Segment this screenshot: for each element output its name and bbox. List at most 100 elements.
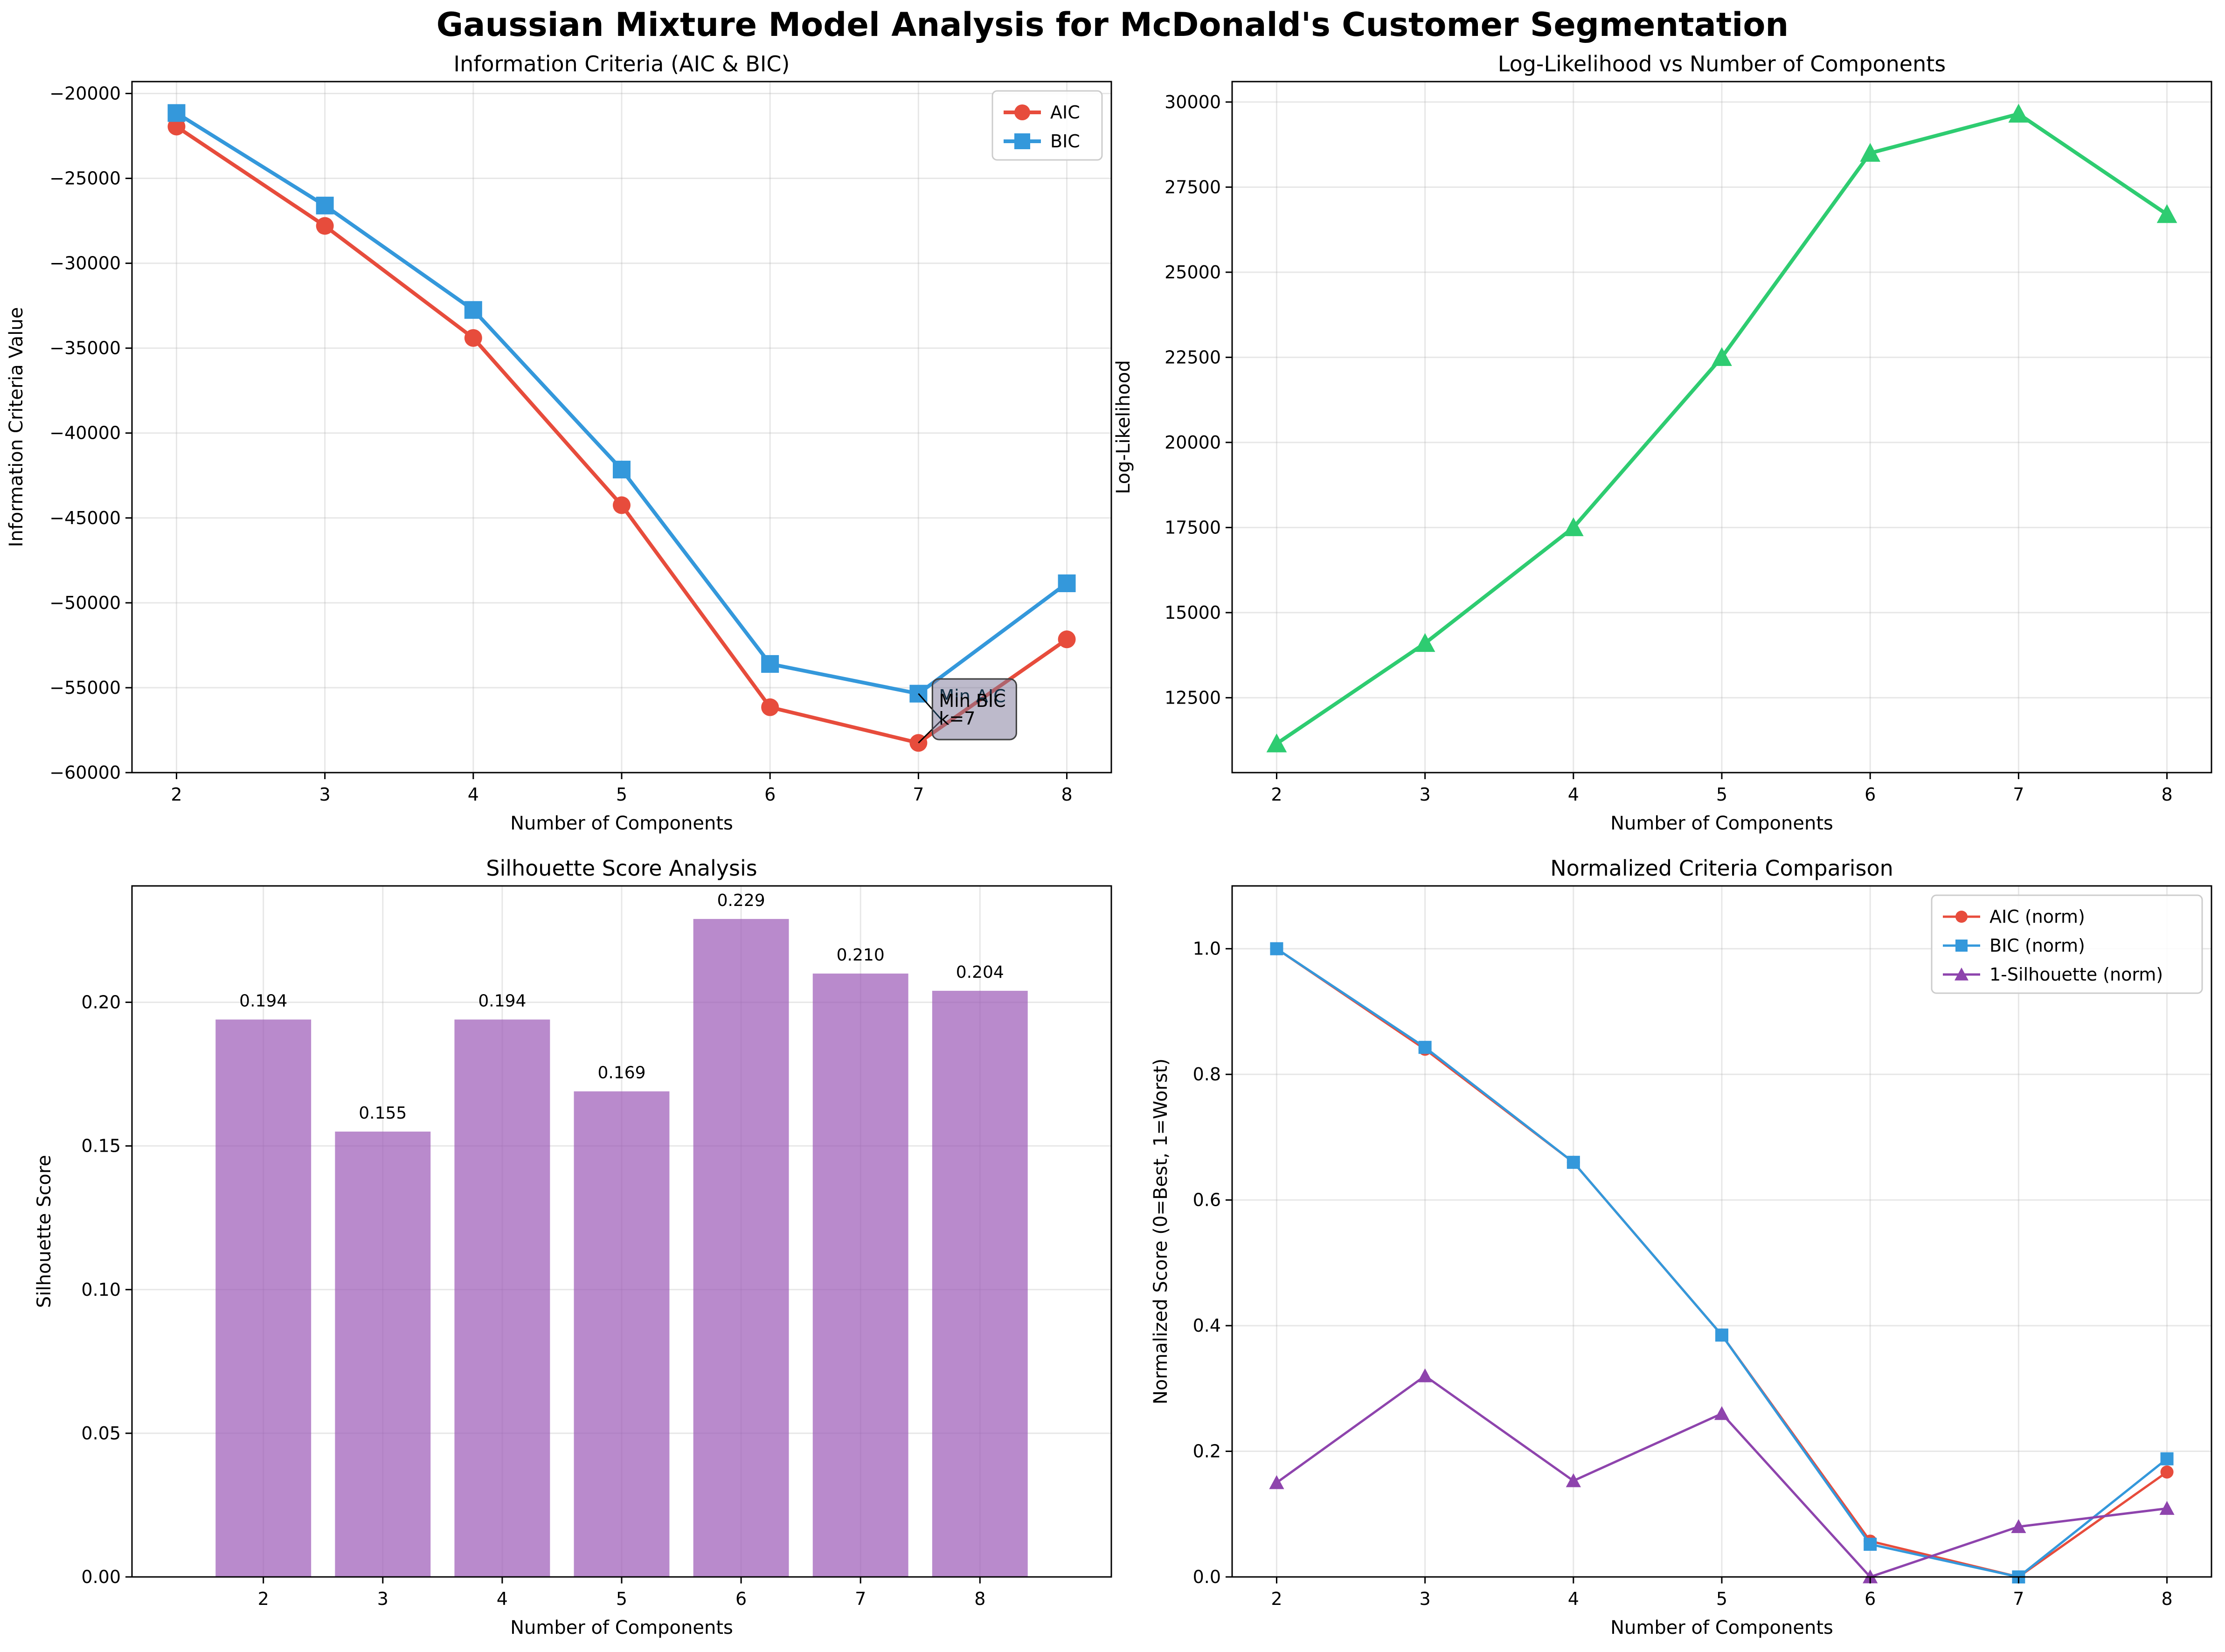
data-point xyxy=(613,496,631,514)
x-tick-label: 5 xyxy=(1716,784,1727,805)
y-axis-label: Silhouette Score xyxy=(34,1155,55,1308)
x-tick-label: 7 xyxy=(2013,1589,2024,1609)
y-tick-label: 30000 xyxy=(1164,92,1221,112)
y-tick-label: 0.6 xyxy=(1193,1190,1221,1210)
y-tick-label: 27500 xyxy=(1164,177,1221,197)
x-tick-label: 6 xyxy=(1865,784,1876,805)
x-axis-label: Number of Components xyxy=(1610,1617,1833,1638)
x-tick-label: 7 xyxy=(2013,784,2024,805)
y-axis-label: Normalized Score (0=Best, 1=Worst) xyxy=(1150,1058,1171,1404)
x-tick-label: 8 xyxy=(974,1589,985,1609)
y-tick-label: 0.8 xyxy=(1193,1064,1221,1085)
y-tick-label: 22500 xyxy=(1164,347,1221,367)
legend-box xyxy=(1931,894,2203,994)
data-point xyxy=(2011,1519,2026,1533)
data-point xyxy=(1567,1155,1580,1169)
y-tick-label: −55000 xyxy=(49,677,121,698)
legend-box xyxy=(991,90,1103,161)
figure-title: Gaussian Mixture Model Analysis for McDo… xyxy=(436,6,1789,44)
y-tick-label: −50000 xyxy=(49,593,121,613)
panel-title: Information Criteria (AIC & BIC) xyxy=(454,51,790,76)
legend-swatch-marker xyxy=(1955,940,1968,952)
data-point xyxy=(1418,1041,1432,1054)
y-axis-label: Log-Likelihood xyxy=(1113,360,1134,494)
bar-value-label: 0.169 xyxy=(597,1064,645,1083)
data-point xyxy=(761,698,779,716)
legend: AIC BIC xyxy=(991,90,1103,161)
x-tick-label: 4 xyxy=(468,784,479,805)
y-tick-label: −30000 xyxy=(49,253,121,274)
legend-label: BIC (norm) xyxy=(1989,935,2085,956)
annotation-label: Min AIC xyxy=(939,686,1005,706)
x-tick-label: 7 xyxy=(855,1589,866,1609)
bar-5 xyxy=(574,1091,670,1577)
data-point xyxy=(2160,1465,2174,1479)
y-tick-label: 0.10 xyxy=(81,1279,121,1300)
legend-item: AIC (norm) xyxy=(1943,906,2085,927)
data-point xyxy=(1417,1368,1433,1382)
x-tick-label: 6 xyxy=(735,1589,747,1609)
annotation-box xyxy=(931,678,1017,740)
legend-label: 1-Silhouette (norm) xyxy=(1989,964,2163,985)
x-tick-label: 2 xyxy=(1271,784,1282,805)
x-tick-label: 2 xyxy=(258,1589,269,1609)
bar-value-label: 0.204 xyxy=(956,963,1004,982)
y-tick-label: −60000 xyxy=(49,762,121,783)
data-point xyxy=(613,461,631,479)
data-point xyxy=(1712,347,1732,366)
y-tick-label: 0.0 xyxy=(1193,1567,1221,1587)
legend-label: AIC (norm) xyxy=(1989,906,2085,927)
bar-value-label: 0.210 xyxy=(837,946,885,965)
bar-6 xyxy=(693,919,789,1577)
x-tick-label: 2 xyxy=(171,784,182,805)
annotation-arrow xyxy=(918,693,943,721)
bar-2 xyxy=(215,1019,312,1577)
x-tick-label: 5 xyxy=(616,784,627,805)
legend-item: AIC xyxy=(1004,102,1080,123)
data-point xyxy=(1563,517,1584,536)
data-point xyxy=(2160,1452,2174,1465)
legend-label: AIC xyxy=(1050,102,1080,123)
y-tick-label: 12500 xyxy=(1164,687,1221,708)
y-tick-label: −40000 xyxy=(49,423,121,443)
data-point xyxy=(1860,143,1881,162)
y-tick-label: 25000 xyxy=(1164,262,1221,283)
panel-title: Silhouette Score Analysis xyxy=(486,856,757,881)
data-point xyxy=(1714,1406,1730,1420)
y-tick-label: 0.15 xyxy=(81,1136,121,1156)
y-axis-label: Information Criteria Value xyxy=(6,307,27,547)
bar-value-label: 0.194 xyxy=(478,992,526,1011)
x-tick-label: 6 xyxy=(1865,1589,1876,1609)
y-tick-label: 20000 xyxy=(1164,432,1221,453)
x-tick-label: 8 xyxy=(2161,1589,2172,1609)
x-tick-label: 5 xyxy=(616,1589,627,1609)
y-tick-label: 15000 xyxy=(1164,602,1221,623)
legend-label: BIC xyxy=(1050,131,1080,152)
legend-swatch-marker xyxy=(1014,104,1030,120)
data-point xyxy=(316,217,334,235)
annotation-label: Min BIC xyxy=(939,691,1005,711)
panel-ll: 2 3 4 5 6 7 8 12500 15000 17500 20000 22500 25000 275… xyxy=(1113,51,2212,834)
y-tick-label: −35000 xyxy=(49,338,121,359)
x-tick-label: 8 xyxy=(1061,784,1072,805)
bar-3 xyxy=(335,1131,431,1577)
bar-4 xyxy=(454,1019,550,1577)
y-tick-label: 17500 xyxy=(1164,517,1221,538)
x-axis-label: Number of Components xyxy=(1610,813,1833,834)
annotation-arrow xyxy=(918,719,943,744)
x-tick-label: 3 xyxy=(319,784,331,805)
panel-title: Normalized Criteria Comparison xyxy=(1550,856,1893,881)
data-point xyxy=(464,301,482,319)
data-point xyxy=(761,655,779,673)
data-point xyxy=(2159,1501,2175,1515)
y-tick-label: 0.2 xyxy=(1193,1441,1221,1462)
x-tick-label: 7 xyxy=(913,784,924,805)
y-tick-label: 0.4 xyxy=(1193,1315,1221,1336)
data-point xyxy=(167,104,186,122)
series-1-silhouette-norm- xyxy=(1269,1368,2175,1583)
data-point xyxy=(1266,733,1287,753)
x-axis-label: Number of Components xyxy=(510,813,733,834)
